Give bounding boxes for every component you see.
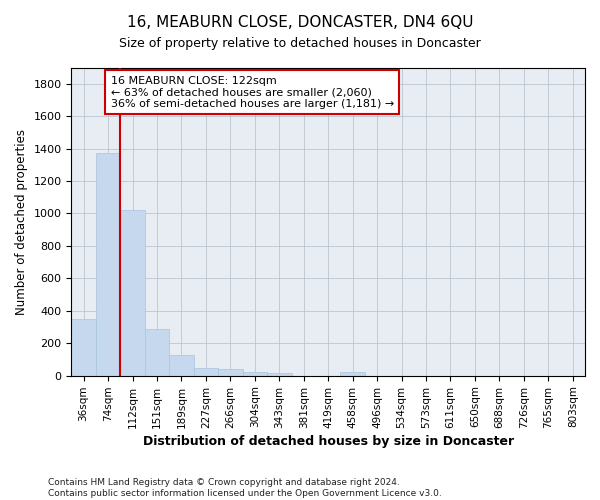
Bar (340, 372, 365, 376)
Bar (71, 319, 96, 376)
Text: 16 MEABURN CLOSE: 122sqm
← 63% of detached houses are smaller (2,060)
36% of sem: 16 MEABURN CLOSE: 122sqm ← 63% of detach… (110, 76, 394, 109)
Bar (194, 368, 218, 376)
X-axis label: Distribution of detached houses by size in Doncaster: Distribution of detached houses by size … (143, 434, 514, 448)
Y-axis label: Number of detached properties: Number of detached properties (15, 128, 28, 314)
Text: Contains HM Land Registry data © Crown copyright and database right 2024.
Contai: Contains HM Land Registry data © Crown c… (48, 478, 442, 498)
Bar (218, 369, 242, 376)
Bar (96, 154, 121, 376)
Bar (169, 354, 194, 376)
Bar (267, 374, 292, 376)
Text: Size of property relative to detached houses in Doncaster: Size of property relative to detached ho… (119, 38, 481, 51)
Bar (121, 210, 145, 376)
Bar (242, 372, 267, 376)
Text: 16, MEABURN CLOSE, DONCASTER, DN4 6QU: 16, MEABURN CLOSE, DONCASTER, DN4 6QU (127, 15, 473, 30)
Bar (145, 330, 169, 376)
